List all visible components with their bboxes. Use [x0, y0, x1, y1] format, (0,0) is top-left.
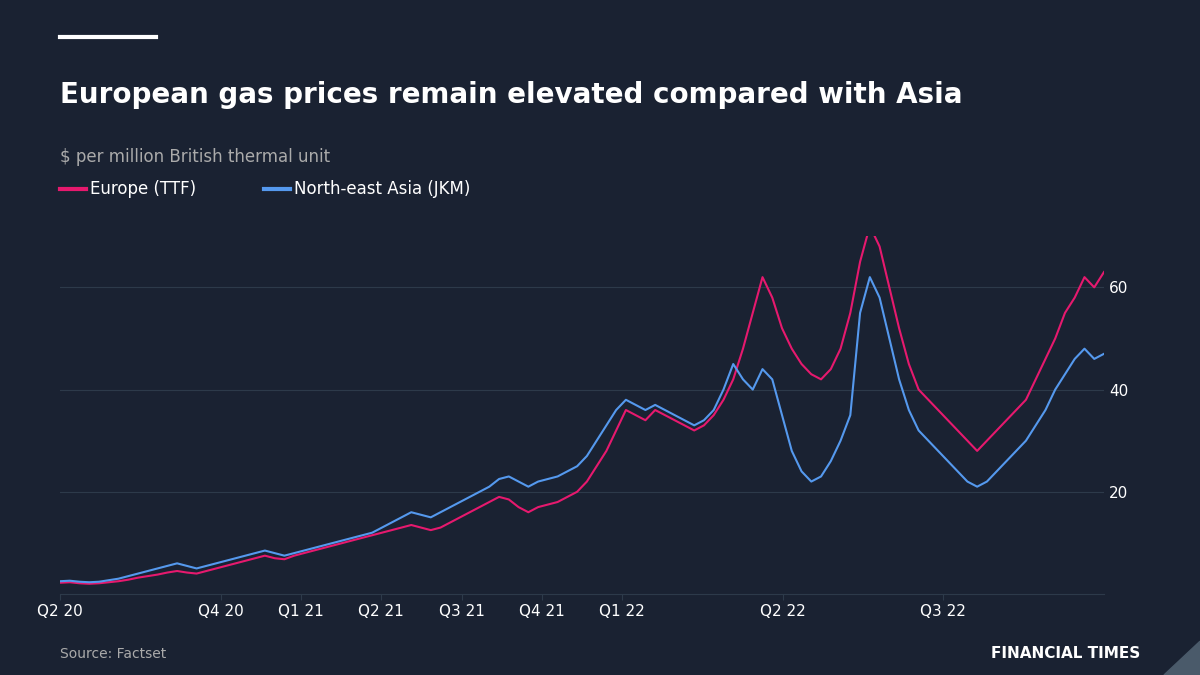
Text: Source: Factset: Source: Factset	[60, 647, 167, 662]
Text: FINANCIAL TIMES: FINANCIAL TIMES	[991, 647, 1140, 662]
Text: North-east Asia (JKM): North-east Asia (JKM)	[294, 180, 470, 198]
Text: $ per million British thermal unit: $ per million British thermal unit	[60, 148, 330, 167]
Text: European gas prices remain elevated compared with Asia: European gas prices remain elevated comp…	[60, 81, 962, 109]
Text: Europe (TTF): Europe (TTF)	[90, 180, 196, 198]
